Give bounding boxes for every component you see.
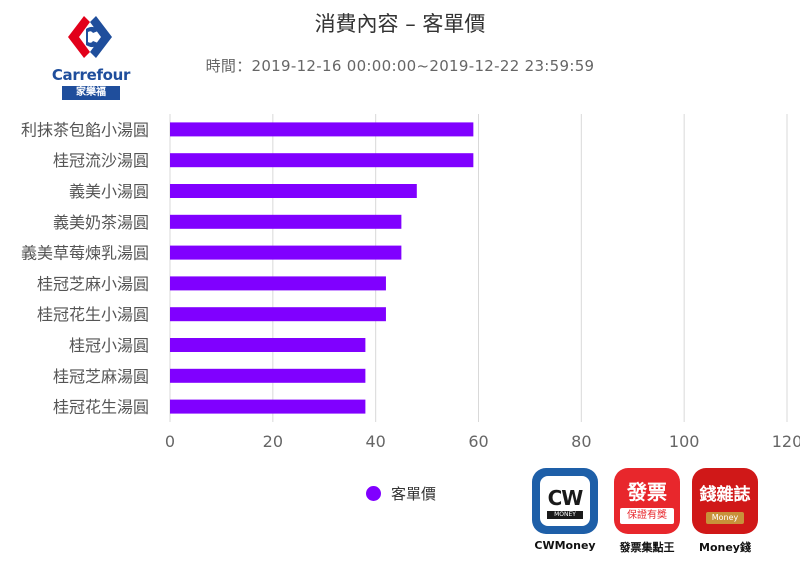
bar <box>170 368 366 383</box>
invoice-icon-sub: 保證有獎 <box>620 508 674 524</box>
category-label: 義美奶茶湯圓 <box>53 213 149 232</box>
carrefour-logo: Carrefour 家樂福 <box>48 14 134 100</box>
app-label-invoice: 發票集點王 <box>619 541 675 554</box>
bar <box>170 307 386 322</box>
bar <box>170 153 474 168</box>
money-magazine-app-icon: 錢雜誌 Money <box>692 468 758 534</box>
bar <box>170 184 417 198</box>
category-label: 桂冠芝麻小湯圓 <box>37 274 149 293</box>
category-label: 桂冠流沙湯圓 <box>53 151 149 170</box>
money-magazine-icon-text: 錢雜誌 <box>699 485 751 505</box>
bar <box>170 245 402 260</box>
bar <box>170 338 366 352</box>
chart-subtitle: 時間：2019-12-16 00:00:00~2019-12-22 23:59:… <box>205 57 595 75</box>
x-tick-label: 100 <box>669 432 700 451</box>
legend[interactable]: 客單價 <box>366 482 436 504</box>
invoice-app-icon: 發票 保證有獎 <box>614 468 680 534</box>
x-tick-label: 60 <box>468 432 488 451</box>
app-cwmoney[interactable]: CW MONEY CWMoney <box>530 468 600 552</box>
category-label: 利抹茶包餡小湯圓 <box>21 120 149 139</box>
x-tick-label: 20 <box>263 432 283 451</box>
x-tick-label: 80 <box>571 432 591 451</box>
bar <box>170 122 474 137</box>
category-label: 義美草莓煉乳湯圓 <box>21 244 149 263</box>
invoice-icon-text: 發票 <box>627 480 667 504</box>
legend-label: 客單價 <box>391 484 437 503</box>
bar <box>170 276 386 291</box>
bar <box>170 214 402 229</box>
cwmoney-icon-text: CW <box>547 486 584 510</box>
category-label: 桂冠花生湯圓 <box>53 398 149 417</box>
category-label: 桂冠花生小湯圓 <box>37 305 149 324</box>
carrefour-logo-icon <box>68 16 112 58</box>
app-money-magazine[interactable]: 錢雜誌 Money Money錢 <box>690 468 760 555</box>
category-label: 桂冠小湯圓 <box>69 336 149 355</box>
cwmoney-app-icon: CW MONEY <box>532 468 598 534</box>
category-label: 桂冠芝麻湯圓 <box>53 367 149 386</box>
x-tick-label: 40 <box>365 432 385 451</box>
category-label: 義美小湯圓 <box>69 182 149 201</box>
money-magazine-icon-sub: Money <box>706 512 744 524</box>
bar <box>170 399 366 414</box>
app-invoice[interactable]: 發票 保證有獎 發票集點王 <box>612 468 682 555</box>
brand-name: Carrefour <box>51 66 131 84</box>
x-tick-label: 0 <box>165 432 175 451</box>
legend-marker <box>366 485 381 501</box>
app-label-money-magazine: Money錢 <box>699 541 751 554</box>
x-tick-label: 120 <box>772 432 800 451</box>
cwmoney-icon-sub: MONEY <box>547 511 583 519</box>
chart-title: 消費內容 – 客單價 <box>314 12 486 36</box>
brand-sub: 家樂福 <box>62 86 120 100</box>
app-label-cwmoney: CWMoney <box>534 539 596 552</box>
